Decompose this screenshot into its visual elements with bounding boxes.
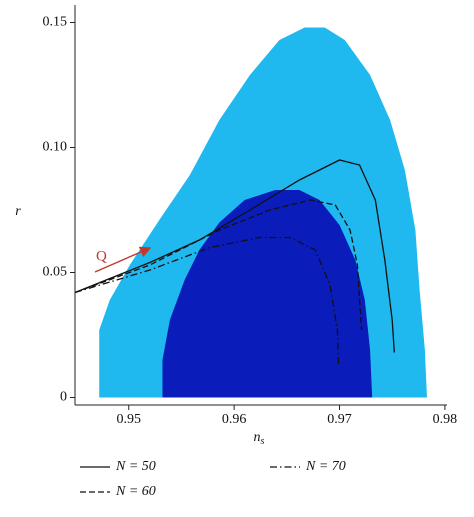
annotation: Q (96, 248, 107, 264)
x-tick-label: 0.95 (116, 412, 141, 427)
series-line (74, 159, 395, 353)
y-axis-label: r (15, 204, 21, 219)
x-tick-label: 0.96 (222, 412, 247, 427)
plot-area (74, 27, 427, 398)
x-tick-label: 0.97 (327, 412, 352, 427)
y-tick-label: 0 (60, 390, 67, 405)
x-axis-label-main: n (254, 430, 261, 445)
x-axis-label-sub: s (261, 436, 265, 447)
series-line (74, 199, 363, 331)
annotation-arrow (94, 246, 152, 273)
series-line (74, 236, 340, 366)
confidence-region (162, 190, 373, 398)
legend-label: N = 70 (305, 459, 346, 474)
legend-label: N = 60 (115, 484, 156, 499)
legend-label: N = 50 (115, 459, 156, 474)
y-tick-label: 0.05 (43, 265, 68, 280)
y-tick-label: 0.10 (43, 140, 68, 155)
x-tick-label: 0.98 (433, 412, 458, 427)
x-axis-label: ns (254, 430, 265, 447)
y-tick-label: 0.15 (43, 15, 68, 30)
